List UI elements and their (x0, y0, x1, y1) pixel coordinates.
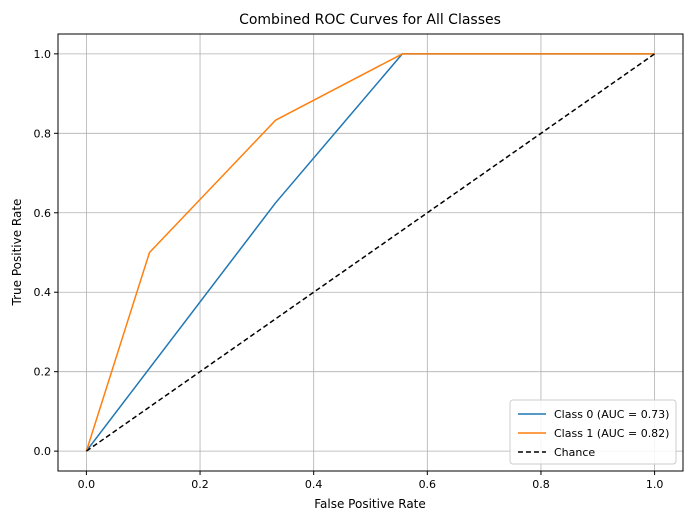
x-tick-label: 0.6 (419, 478, 437, 491)
y-tick-label: 1.0 (34, 48, 52, 61)
x-tick-label: 0.0 (78, 478, 96, 491)
series-line-2 (85, 53, 656, 452)
legend: Class 0 (AUC = 0.73) Class 1 (AUC = 0.82)… (509, 399, 677, 465)
legend-label-2: Chance (554, 446, 595, 459)
x-tick-label: 1.0 (646, 478, 664, 491)
y-axis-label: True Positive Rate (10, 199, 24, 307)
y-tick-label: 0.2 (34, 366, 52, 379)
x-tick-label: 0.2 (191, 478, 209, 491)
x-axis-label: False Positive Rate (314, 497, 426, 511)
y-tick-label: 0.8 (34, 127, 52, 140)
series-lines (85, 53, 656, 452)
y-tick-label: 0.0 (34, 445, 52, 458)
y-tick-label: 0.6 (34, 207, 52, 220)
x-tick-label: 0.4 (305, 478, 323, 491)
y-tick-label: 0.4 (34, 286, 52, 299)
legend-box (509, 399, 677, 465)
grid (58, 34, 683, 471)
legend-label-1: Class 1 (AUC = 0.82) (554, 427, 669, 440)
axis-ticks: 0.0 0.2 0.4 0.6 0.8 1.0 0.0 0.2 0.4 0.6 0.8 1.0 (34, 48, 664, 491)
legend-label-0: Class 0 (AUC = 0.73) (554, 408, 669, 421)
chart-title: Combined ROC Curves for All Classes (239, 12, 501, 28)
series-line-1 (85, 53, 655, 452)
x-tick-label: 0.8 (532, 478, 550, 491)
plot-frame (57, 33, 684, 472)
